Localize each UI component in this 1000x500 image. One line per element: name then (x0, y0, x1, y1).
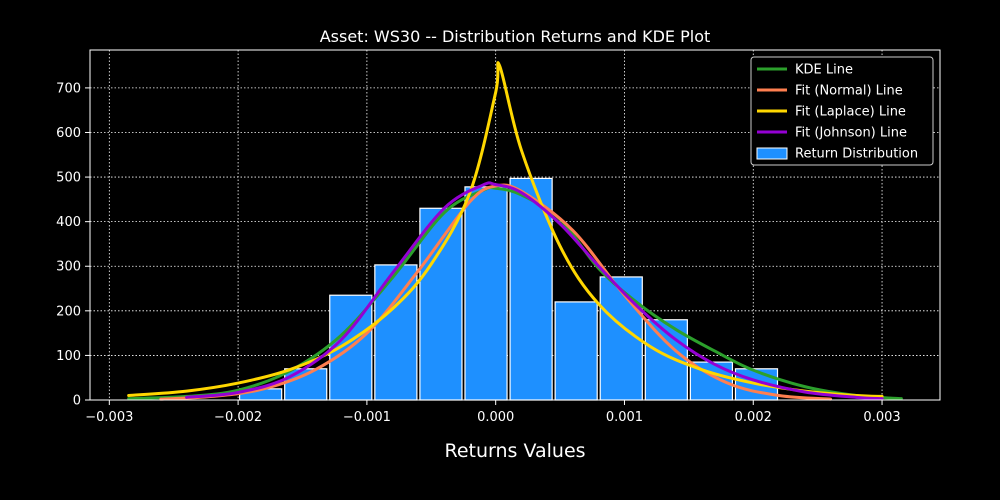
histogram-bar (374, 264, 418, 401)
legend-label-kde-line: KDE Line (795, 63, 853, 78)
x-tick-label: −0.003 (85, 410, 133, 425)
fit-lines (127, 61, 903, 401)
legend-frame (750, 56, 934, 166)
y-tick-label: 700 (56, 81, 81, 96)
plot-frame (89, 49, 941, 401)
legend-label-normal-fit-line: Fit (Normal) Line (795, 84, 903, 99)
y-tick-label: 0 (73, 394, 81, 409)
legend-label-johnson-fit-line: Fit (Johnson) Line (795, 126, 907, 141)
y-tick-label: 200 (56, 304, 81, 319)
x-tick-label: −0.002 (214, 410, 262, 425)
johnson-fit-line (185, 181, 884, 401)
legend-swatch-histogram (756, 147, 788, 160)
x-axis-ticks: −0.003 −0.002 −0.001 0.000 0.001 0.002 0.003 (85, 400, 901, 425)
y-tick-label: 600 (56, 126, 81, 141)
laplace-fit-line (127, 61, 884, 398)
x-tick-label: 0.002 (735, 410, 772, 425)
histogram-bar (599, 276, 643, 401)
y-tick-label: 300 (56, 260, 81, 275)
legend: KDE Line Fit (Normal) Line Fit (Laplace) L… (750, 56, 934, 166)
x-tick-label: −0.001 (343, 410, 391, 425)
histogram-bar (554, 301, 598, 401)
x-axis-label: Returns Values (444, 440, 585, 462)
plot-area (89, 49, 941, 401)
y-tick-label: 400 (56, 215, 81, 230)
y-axis-ticks: 0 100 200 300 400 500 600 700 (56, 81, 90, 409)
legend-label-laplace-fit-line: Fit (Laplace) Line (795, 105, 906, 120)
x-tick-label: 0.001 (606, 410, 643, 425)
histogram-bar (464, 186, 508, 401)
legend-label-histogram: Return Distribution (795, 147, 918, 162)
chart-title: Asset: WS30 -- Distribution Returns and … (320, 27, 711, 46)
x-tick-label: 0.003 (863, 410, 900, 425)
x-tick-label: 0.000 (477, 410, 514, 425)
y-tick-label: 100 (56, 349, 81, 364)
y-tick-label: 500 (56, 171, 81, 186)
histogram-bar (419, 207, 463, 401)
